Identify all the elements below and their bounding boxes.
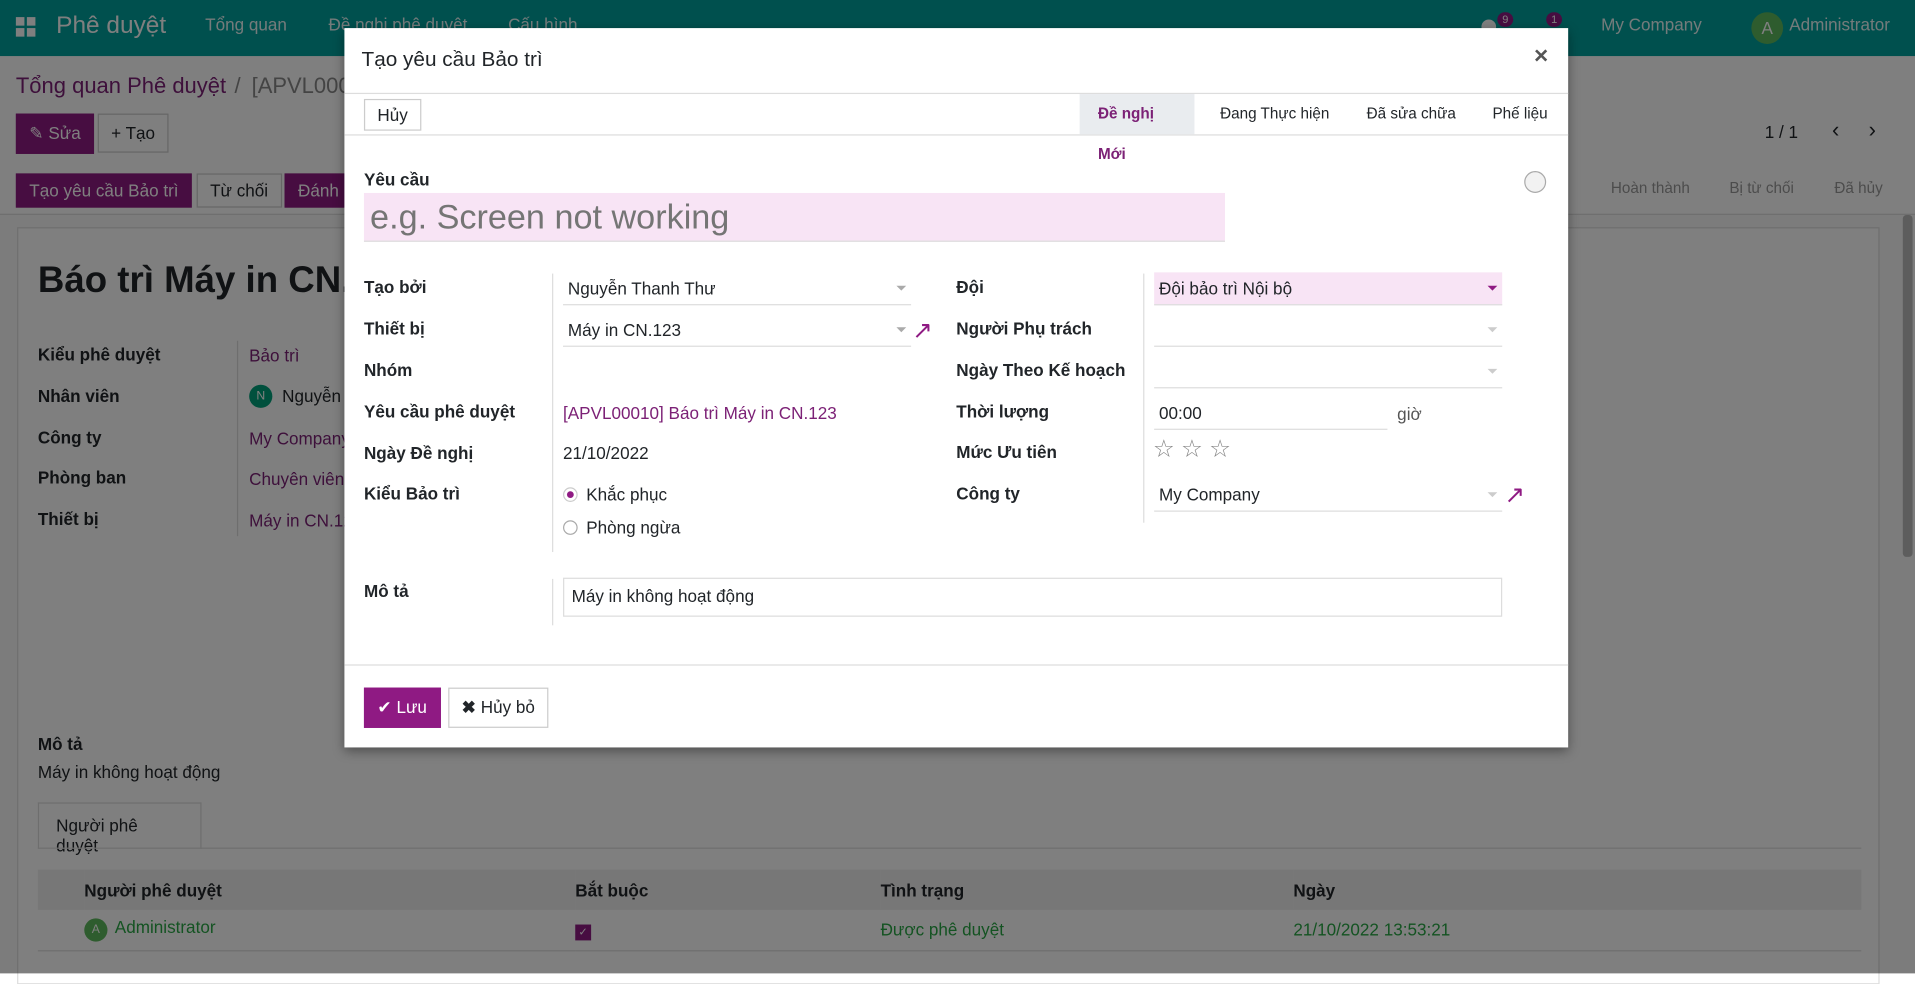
company-value: My Company [1159,484,1260,505]
label-duration: Thời lượng [956,401,1050,422]
radio-preventive[interactable] [563,520,578,535]
label-priority: Mức Ưu tiên [956,442,1057,462]
duration-input[interactable]: 00:00 [1154,397,1388,430]
duration-unit: giờ [1397,404,1422,424]
request-label: Yêu cầu [363,169,430,190]
label-approval-request: Yêu cầu phê duyệt [363,401,516,422]
check-icon: ✔ [377,697,397,717]
responsible-select[interactable] [1154,314,1503,347]
create-maintenance-dialog: Tạo yêu cầu Bảo trì × Hủy Đề nghị Mới Đa… [344,28,1569,748]
equipment-select[interactable]: Máy in CN.123 [563,314,912,347]
discard-label: Hủy bỏ [480,697,535,717]
kanban-state-icon[interactable] [1524,170,1547,193]
option-corrective[interactable]: Khắc phục [586,484,668,505]
approval-request-link[interactable]: [APVL00010] Báo trì Máy in CN.123 [563,403,837,423]
label-description: Mô tả [363,581,409,601]
label-equipment: Thiết bị [363,318,425,339]
caret-down-icon [1487,327,1498,333]
caret-down-icon [1487,368,1498,374]
label-company: Công ty [956,483,1020,504]
request-date-value[interactable]: 21/10/2022 [563,443,649,463]
stage-in-progress[interactable]: Đang Thực hiện [1220,105,1330,123]
duration-value: 00:00 [1159,403,1202,423]
label-created-by: Tạo bởi [363,277,427,297]
cancel-request-button[interactable]: Hủy [363,98,422,131]
label-category: Nhóm [363,360,413,380]
scheduled-date-input[interactable] [1154,355,1503,389]
caret-down-icon [896,327,907,333]
caret-down-icon [1487,285,1498,291]
team-value: Đội bảo trì Nội bộ [1159,278,1293,298]
radio-corrective[interactable] [563,487,578,502]
created-by-select[interactable]: Nguyễn Thanh Thư [563,272,912,306]
discard-button[interactable]: ✖ Hủy bỏ [448,687,549,728]
external-link-icon[interactable]: ↗ [912,317,933,345]
equipment-value: Máy in CN.123 [567,319,681,340]
stage-scrap[interactable]: Phế liệu [1492,105,1548,123]
dialog-statusbar: Hủy Đề nghị Mới Đang Thực hiện Đã sửa ch… [344,94,1569,162]
label-team: Đội [956,277,984,297]
save-label: Lưu [396,697,427,717]
created-by-value: Nguyễn Thanh Thư [567,278,716,298]
label-scheduled-date: Ngày Theo Kế hoạch [956,360,1126,380]
priority-star-1[interactable]: ☆ [1152,436,1175,463]
label-responsible: Người Phụ trách [956,318,1092,339]
close-icon: ✖ [461,697,481,717]
request-input[interactable] [363,192,1225,242]
label-request-date: Ngày Đề nghị [363,443,474,463]
stage-new[interactable]: Đề nghị Mới [1079,94,1195,162]
caret-down-icon [896,285,907,291]
description-value: Máy in không hoạt động [571,586,755,606]
team-select[interactable]: Đội bảo trì Nội bộ [1154,272,1503,306]
description-textarea[interactable]: Máy in không hoạt động [563,577,1503,617]
label-maintenance-type: Kiểu Bảo trì [363,483,460,504]
priority-star-2[interactable]: ☆ [1181,436,1203,463]
company-select[interactable]: My Company [1154,479,1503,512]
save-button[interactable]: ✔ Lưu [363,687,441,728]
priority-star-3[interactable]: ☆ [1209,436,1232,463]
dialog-title: Tạo yêu cầu Bảo trì [361,47,543,71]
close-icon[interactable]: × [1533,42,1549,70]
option-preventive[interactable]: Phòng ngừa [586,517,681,538]
stage-repaired[interactable]: Đã sửa chữa [1366,105,1456,123]
caret-down-icon [1487,492,1498,498]
external-link-icon[interactable]: ↗ [1504,482,1526,510]
